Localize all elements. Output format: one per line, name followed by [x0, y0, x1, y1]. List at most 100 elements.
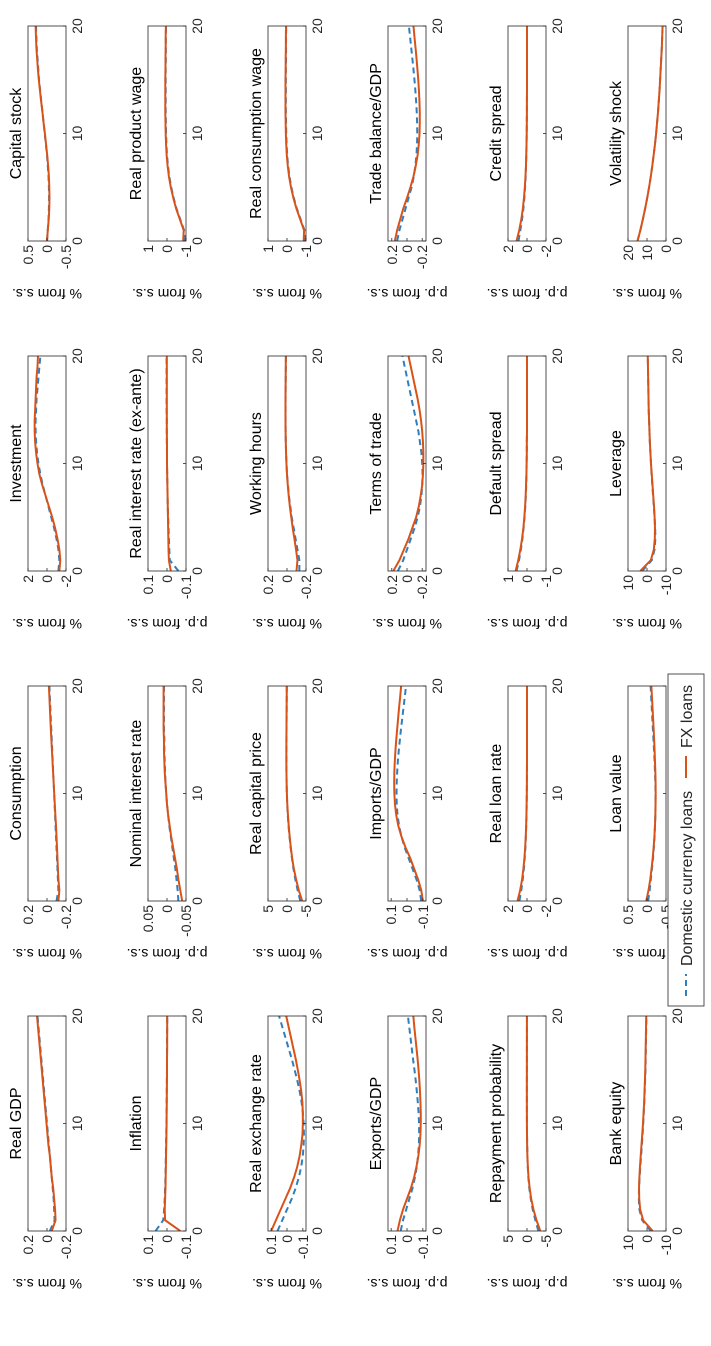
panel-title: Inflation — [128, 1095, 145, 1151]
y-tick-label: 0.1 — [140, 575, 156, 595]
x-tick-label: 20 — [69, 678, 85, 694]
panel-title: Real interest rate (ex-ante) — [128, 368, 145, 558]
series-line-fx-loans — [514, 356, 528, 571]
panel-title: Capital stock — [8, 87, 25, 180]
x-tick-label: 10 — [669, 1116, 685, 1132]
y-tick-label: 0 — [159, 575, 175, 583]
y-axis-label: % from s.s. — [132, 286, 202, 302]
y-tick-label: 0 — [399, 575, 415, 583]
series-line-fx-loans — [162, 686, 184, 901]
panel-title: Repayment probability — [488, 1044, 505, 1203]
y-axis-label: % from s.s. — [12, 616, 82, 632]
series-group — [284, 356, 301, 571]
y-tick-label: 0 — [519, 245, 535, 253]
y-axis-label: p.p. from s.s. — [487, 286, 568, 302]
series-line-domestic-currency-loans — [395, 686, 423, 901]
series-group — [154, 1016, 181, 1231]
x-tick-label: 10 — [429, 786, 445, 802]
x-tick-label: 0 — [309, 897, 325, 905]
y-tick-label: 0.2 — [20, 1235, 36, 1255]
y-tick-label: 10 — [620, 575, 636, 591]
y-tick-label: 0 — [519, 905, 535, 913]
x-tick-label: 20 — [429, 18, 445, 34]
series-group — [164, 26, 186, 241]
y-axis-label: % from s.s. — [12, 946, 82, 962]
y-tick-label: -0.2 — [58, 905, 74, 929]
series-group — [393, 686, 424, 901]
series-group — [285, 686, 304, 901]
y-tick-label: -0.2 — [414, 575, 430, 599]
series-line-domestic-currency-loans — [276, 1016, 305, 1231]
series-line-fx-loans — [164, 26, 185, 241]
y-axis-label: % from s.s. — [252, 616, 322, 632]
x-tick-label: 20 — [549, 678, 565, 694]
y-axis-label: % from s.s. — [372, 616, 442, 632]
series-group — [396, 1016, 422, 1231]
series-line-domestic-currency-loans — [636, 26, 664, 241]
x-tick-label: 10 — [309, 786, 325, 802]
y-tick-label: 0 — [279, 1235, 295, 1243]
x-tick-label: 0 — [429, 567, 445, 575]
x-tick-label: 0 — [669, 237, 685, 245]
series-line-domestic-currency-loans — [396, 356, 424, 571]
series-group — [284, 26, 306, 241]
series-line-fx-loans — [392, 356, 425, 571]
y-tick-label: 5 — [500, 1235, 516, 1243]
x-tick-label: 20 — [309, 678, 325, 694]
y-tick-label: -1 — [538, 575, 554, 588]
y-tick-label: -10 — [658, 1235, 674, 1255]
y-tick-label: 0 — [639, 905, 655, 913]
series-group — [637, 1016, 654, 1231]
x-tick-label: 20 — [69, 1008, 85, 1024]
x-tick-label: 20 — [309, 348, 325, 364]
y-tick-label: 2 — [500, 905, 516, 913]
y-tick-label: 0 — [159, 905, 175, 913]
y-tick-label: 0 — [39, 575, 55, 583]
y-tick-label: 20 — [620, 245, 636, 261]
panel-title: Bank equity — [608, 1082, 625, 1166]
y-tick-label: -0.5 — [58, 245, 74, 269]
panel-title: Real GDP — [8, 1087, 25, 1159]
series-line-fx-loans — [285, 686, 304, 901]
y-axis-label: % from s.s. — [132, 1276, 202, 1292]
y-axis-label: p.p. from s.s. — [487, 616, 568, 632]
y-axis-label: % from s.s. — [612, 286, 682, 302]
series-line-fx-loans — [165, 356, 172, 571]
x-tick-label: 0 — [309, 237, 325, 245]
x-tick-label: 0 — [189, 237, 205, 245]
y-tick-label: 1 — [140, 245, 156, 253]
y-tick-label: 0 — [399, 905, 415, 913]
y-tick-label: -2 — [58, 575, 74, 588]
axes-box — [627, 355, 667, 572]
y-axis-label: % from s.s. — [12, 286, 82, 302]
x-tick-label: 20 — [309, 18, 325, 34]
panel-title: Terms of trade — [368, 412, 385, 514]
series-group — [636, 26, 664, 241]
series-line-fx-loans — [396, 1016, 422, 1231]
y-tick-label: 0 — [159, 245, 175, 253]
series-group — [33, 356, 62, 571]
x-tick-label: 10 — [189, 1116, 205, 1132]
x-tick-label: 10 — [69, 786, 85, 802]
y-tick-label: -0.1 — [415, 905, 431, 929]
series-line-domestic-currency-loans — [525, 1016, 540, 1231]
y-tick-label: 2 — [20, 575, 36, 583]
y-tick-label: -0.1 — [415, 1235, 431, 1259]
y-tick-label: -0.1 — [178, 575, 194, 599]
x-tick-label: 20 — [69, 348, 85, 364]
